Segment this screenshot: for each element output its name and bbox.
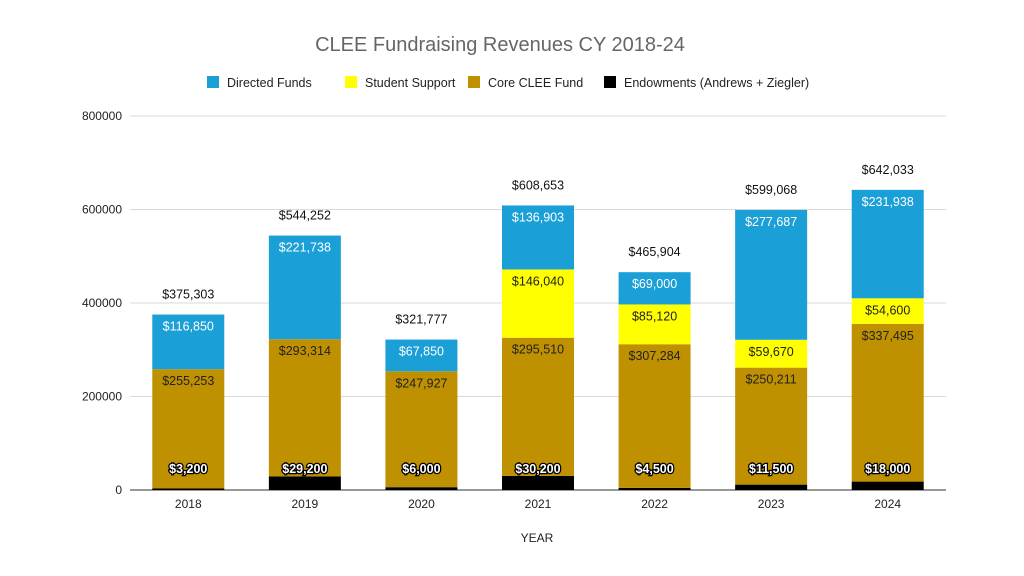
x-tick-label: 2020 <box>408 497 435 511</box>
bar-segment-student-support-2024 <box>851 298 924 324</box>
y-tick-label: 0 <box>115 483 122 497</box>
bar-segment-core-clee-fund-2019 <box>268 339 341 477</box>
x-axis: 2018 2019 2020 2021 2022 2023 2024 <box>175 497 901 511</box>
bar-segment-directed-funds-2018 <box>152 314 225 370</box>
data-label: $231,938 <box>862 195 914 209</box>
legend-label: Student Support <box>365 76 456 90</box>
data-labels: $3,200 $255,253 $116,850 $375,303 $29,200 $29… <box>162 163 914 477</box>
y-tick-label: 800000 <box>82 109 122 123</box>
data-label: $116,850 <box>163 320 214 334</box>
legend-item: Core CLEE Fund <box>468 76 583 90</box>
x-tick-label: 2023 <box>758 497 785 511</box>
data-label: $67,850 <box>399 345 444 359</box>
bars <box>152 189 924 490</box>
y-tick-label: 200000 <box>82 390 122 404</box>
bar-segment-core-clee-fund-2020 <box>385 371 458 488</box>
legend-item: Student Support <box>345 76 456 90</box>
bar-segment-core-clee-fund-2024 <box>851 323 924 482</box>
data-label: $54,600 <box>865 303 910 317</box>
bar-segment-endowments-andrews-ziegler-2020 <box>385 487 458 490</box>
data-label: $29,200 <box>282 462 327 476</box>
data-label: $59,670 <box>749 345 794 359</box>
bar-segment-directed-funds-2024 <box>851 189 924 299</box>
legend-label: Endowments (Andrews + Ziegler) <box>624 76 809 90</box>
bar-segment-endowments-andrews-ziegler-2024 <box>851 481 924 490</box>
total-label: $375,303 <box>162 288 214 302</box>
total-label: $465,904 <box>629 245 681 259</box>
legend-swatch <box>207 76 219 88</box>
legend-swatch <box>604 76 616 88</box>
data-label: $250,211 <box>746 373 797 387</box>
data-label: $85,120 <box>632 309 677 323</box>
x-tick-label: 2019 <box>292 497 319 511</box>
x-tick-label: 2018 <box>175 497 202 511</box>
legend-item: Endowments (Andrews + Ziegler) <box>604 76 809 90</box>
bar-segment-directed-funds-2023 <box>735 209 808 340</box>
data-label: $247,927 <box>395 376 447 390</box>
bar-segment-student-support-2023 <box>735 339 808 368</box>
bar-segment-core-clee-fund-2021 <box>502 337 574 476</box>
total-label: $544,252 <box>279 209 331 223</box>
data-label: $277,687 <box>745 215 797 229</box>
bar-segment-core-clee-fund-2023 <box>735 367 808 485</box>
y-tick-label: 400000 <box>82 296 122 310</box>
bar-segment-endowments-andrews-ziegler-2018 <box>152 488 225 490</box>
data-label: $6,000 <box>402 462 440 476</box>
data-label: $11,500 <box>749 462 794 476</box>
bar-segment-student-support-2021 <box>502 269 574 338</box>
total-label: $608,653 <box>512 178 564 192</box>
bar-segment-core-clee-fund-2022 <box>618 344 691 488</box>
bar-segment-directed-funds-2019 <box>268 235 341 340</box>
legend-label: Directed Funds <box>227 76 312 90</box>
data-label: $4,500 <box>635 462 673 476</box>
data-label: $18,000 <box>865 462 910 476</box>
total-label: $599,068 <box>745 183 797 197</box>
x-tick-label: 2021 <box>525 497 552 511</box>
legend-swatch <box>468 76 480 88</box>
bar-segment-directed-funds-2021 <box>502 205 574 270</box>
total-label: $642,033 <box>862 163 914 177</box>
data-label: $307,284 <box>629 349 681 363</box>
x-tick-label: 2022 <box>641 497 668 511</box>
x-tick-label: 2024 <box>874 497 901 511</box>
data-label: $3,200 <box>169 462 207 476</box>
data-label: $255,253 <box>162 374 214 388</box>
x-axis-title: YEAR <box>521 531 554 545</box>
chart-title: CLEE Fundraising Revenues CY 2018-24 <box>315 34 685 56</box>
y-tick-label: 600000 <box>82 203 122 217</box>
data-label: $69,000 <box>632 277 677 291</box>
legend: Directed Funds Student Support Core CLEE F… <box>207 76 809 90</box>
bar-segment-endowments-andrews-ziegler-2019 <box>268 476 341 490</box>
data-label: $221,738 <box>279 241 331 255</box>
total-label: $321,777 <box>395 313 447 327</box>
bar-segment-endowments-andrews-ziegler-2021 <box>502 475 574 490</box>
bar-segment-directed-funds-2020 <box>385 339 458 372</box>
bar-segment-endowments-andrews-ziegler-2022 <box>618 487 691 490</box>
data-label: $337,495 <box>862 329 914 343</box>
data-label: $295,510 <box>512 343 564 357</box>
data-label: $293,314 <box>279 344 331 358</box>
bar-segment-student-support-2022 <box>618 304 691 345</box>
bar-segment-directed-funds-2022 <box>618 272 691 305</box>
legend-item: Directed Funds <box>207 76 312 90</box>
bar-segment-core-clee-fund-2018 <box>152 369 225 489</box>
legend-swatch <box>345 76 357 88</box>
bar-segment-endowments-andrews-ziegler-2023 <box>735 484 808 490</box>
data-label: $136,903 <box>512 210 564 224</box>
legend-label: Core CLEE Fund <box>488 76 583 90</box>
data-label: $30,200 <box>515 462 560 476</box>
data-label: $146,040 <box>512 274 564 288</box>
